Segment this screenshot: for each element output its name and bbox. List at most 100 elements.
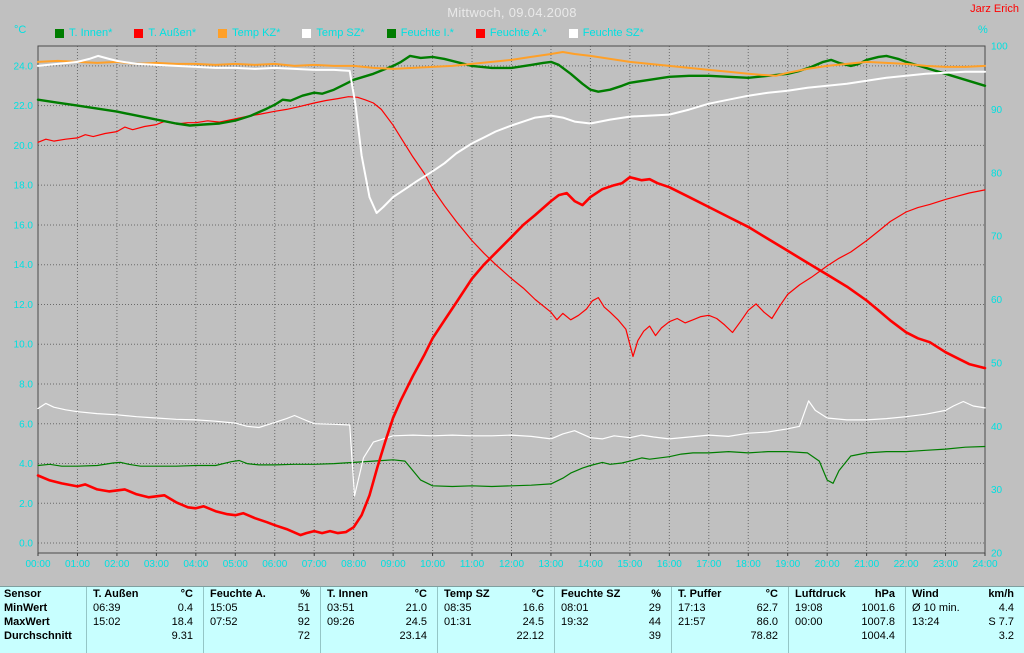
legend-swatch-icon: [568, 28, 578, 38]
stats-cell-time: 19:08: [795, 602, 823, 614]
x-tick-label: 11:00: [460, 559, 485, 570]
legend: T. Innen* T. Außen* Temp KZ* Temp SZ* Feucht…: [55, 27, 644, 39]
right-tick-label: 60: [991, 295, 1003, 306]
stats-cell: 08:35 16.6: [437, 601, 554, 615]
stats-cell: 08:01 29: [554, 601, 671, 615]
stats-cell-value: 1004.4: [861, 630, 895, 642]
series-temp-kz: [37, 51, 986, 77]
stats-row-label: MaxWert: [4, 616, 50, 628]
stats-cell-time: 09:26: [327, 616, 355, 628]
series-t-innen: [36, 54, 987, 127]
legend-swatch-icon: [55, 28, 64, 38]
stats-filler: [203, 643, 320, 653]
series-temp-sz: [37, 54, 986, 214]
stats-col-header: T. Innen °C: [320, 587, 437, 601]
legend-swatch-icon: [475, 28, 485, 38]
stats-cell-time: 07:52: [210, 616, 238, 628]
left-tick-label: 14.0: [14, 260, 34, 271]
stats-cell: 39: [554, 629, 671, 643]
stats-cell-value: 24.5: [405, 616, 427, 628]
stats-cell-value: 92: [297, 616, 310, 628]
legend-item[interactable]: T. Innen*: [55, 27, 112, 39]
left-tick-label: 8.0: [19, 380, 33, 391]
legend-label: Feuchte A.*: [489, 27, 547, 39]
x-tick-label: 16:00: [657, 559, 682, 570]
series-t-aussen: [36, 175, 987, 537]
stats-cell: 3.2: [905, 629, 1024, 643]
legend-swatch-icon: [302, 28, 312, 38]
stats-col-header-value: °C: [414, 588, 427, 600]
stats-filler: [86, 643, 203, 653]
stats-cell-value: 24.5: [522, 616, 544, 628]
x-tick-label: 23:00: [933, 559, 958, 570]
legend-item[interactable]: Feuchte SZ*: [568, 27, 644, 39]
legend-item[interactable]: Feuchte A.*: [475, 27, 547, 39]
x-tick-label: 18:00: [736, 559, 761, 570]
stats-cell: 21:57 86.0: [671, 615, 788, 629]
x-tick-label: 04:00: [183, 559, 208, 570]
left-tick-label: 4.0: [19, 459, 33, 470]
x-tick-label: 19:00: [775, 559, 800, 570]
stats-cell-value: 22.12: [516, 630, 544, 642]
left-tick-label: 2.0: [19, 499, 33, 510]
stats-col-header: Feuchte SZ%: [554, 587, 671, 601]
stats-cell: 00:00 1007.8: [788, 615, 905, 629]
right-tick-label: 50: [991, 358, 1003, 369]
stats-cell-value: 21.0: [405, 602, 427, 614]
chart-svg: 00:00 01:00 02:00 03:00 04:00 05:00 06:00 07:00…: [14, 42, 1009, 571]
stats-cell: 13:24 S 7.7: [905, 615, 1024, 629]
stats-row-label: MinWert: [4, 602, 48, 614]
x-tick-label: 07:00: [302, 559, 327, 570]
stats-cell: 15:05 51: [203, 601, 320, 615]
user-name: Jarz Erich: [970, 3, 1019, 15]
stats-cell-value: 18.4: [171, 616, 193, 628]
stats-cell: 23.14: [320, 629, 437, 643]
left-tick-label: 18.0: [14, 181, 34, 192]
stats-cell-value: 23.14: [399, 630, 427, 642]
x-tick-label: 05:00: [223, 559, 248, 570]
stats-cell-value: 1007.8: [861, 616, 895, 628]
right-axis-unit: %: [978, 24, 988, 36]
left-tick-label: 16.0: [14, 220, 34, 231]
left-tick-label: 0.0: [19, 539, 33, 550]
stats-cell-value: 3.2: [998, 630, 1014, 642]
legend-item[interactable]: Temp KZ*: [218, 27, 280, 39]
stats-cell-time: 15:05: [210, 602, 238, 614]
stats-filler: [671, 643, 788, 653]
stats-cell-value: 4.4: [998, 602, 1014, 614]
x-tick-label: 14:00: [578, 559, 603, 570]
legend-label: Temp KZ*: [232, 27, 281, 39]
stats-col-header-value: °C: [180, 588, 193, 600]
stats-cell: 9.31: [86, 629, 203, 643]
legend-label: Temp SZ*: [316, 27, 365, 39]
stats-col-header-value: km/h: [988, 588, 1014, 600]
x-tick-label: 02:00: [104, 559, 129, 570]
stats-cell-time: 17:13: [678, 602, 706, 614]
legend-item[interactable]: Feuchte I.*: [386, 27, 454, 39]
stats-filler: [554, 643, 671, 653]
x-tick-label: 00:00: [25, 559, 50, 570]
stats-col-header-time: Wind: [912, 588, 939, 600]
series-feuchte-sz: [37, 400, 986, 497]
stats-cell-value: 44: [648, 616, 661, 628]
stats-cell: 22.12: [437, 629, 554, 643]
page-title: Mittwoch, 09.04.2008: [447, 5, 577, 20]
left-tick-label: 10.0: [14, 340, 34, 351]
right-tick-label: 70: [991, 232, 1003, 243]
stats-cell-time: 08:35: [444, 602, 472, 614]
stats-col-header: Temp SZ °C: [437, 587, 554, 601]
right-tick-label: 100: [991, 42, 1008, 53]
stats-cell-time: Ø 10 min.: [912, 602, 960, 614]
stats-cell: 17:13 62.7: [671, 601, 788, 615]
x-tick-label: 09:00: [381, 559, 406, 570]
plot-area: [38, 46, 985, 553]
x-tick-label: 13:00: [538, 559, 563, 570]
stats-cell-time: 13:24: [912, 616, 940, 628]
stats-cell-value: 51: [297, 602, 310, 614]
legend-item[interactable]: T. Außen*: [134, 27, 196, 39]
legend-item[interactable]: Temp SZ*: [302, 27, 365, 39]
stats-col-header-time: Temp SZ: [444, 588, 490, 600]
legend-swatch-icon: [386, 28, 396, 38]
stats-col-header-time: Luftdruck: [795, 588, 846, 600]
stats-cell: 72: [203, 629, 320, 643]
